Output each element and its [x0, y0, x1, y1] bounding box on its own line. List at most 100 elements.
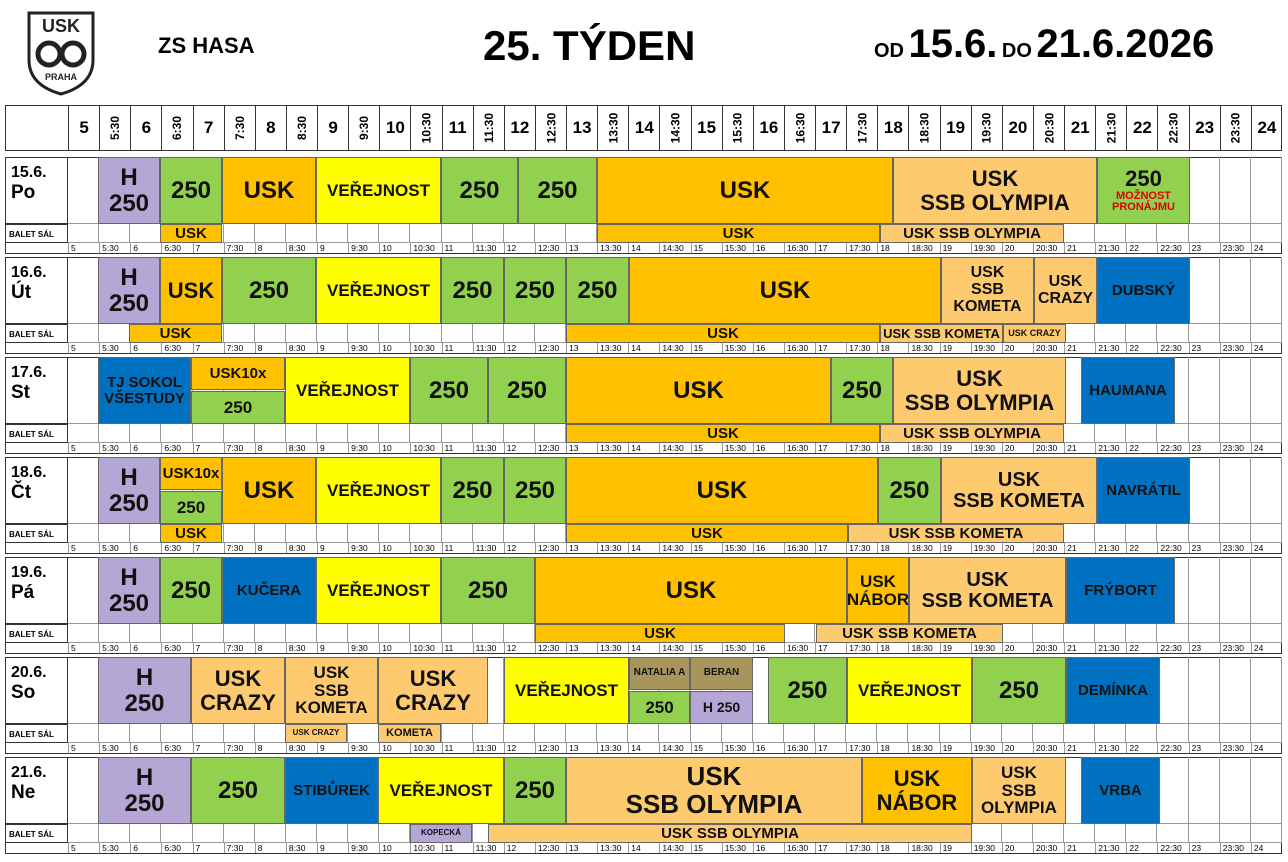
time-label: 19	[939, 343, 971, 353]
session-text: VEŘEJNOST	[327, 180, 430, 200]
time-label: 12:30	[534, 443, 566, 453]
session-block: 250	[160, 557, 222, 624]
time-label: 5:30	[99, 643, 130, 653]
session-block: USK CRAZY	[191, 657, 285, 724]
time-label: 21	[1064, 543, 1095, 553]
session-block: USK	[629, 257, 941, 324]
session-block: 250	[488, 357, 566, 424]
session-block: 250	[441, 157, 518, 224]
time-label: 21:30	[1095, 243, 1126, 253]
session-text: USK	[696, 476, 748, 504]
time-label: 22	[1126, 343, 1157, 353]
session-block: NATALIA A	[629, 657, 690, 690]
time-label: 13:30	[597, 643, 628, 653]
hour-label: 20:30	[1042, 112, 1057, 144]
grid-cell	[223, 824, 255, 843]
grid-cell	[254, 724, 286, 743]
session-text: USK	[970, 264, 1005, 282]
time-label: 24	[1250, 243, 1282, 253]
time-label: 7:30	[223, 743, 255, 753]
time-label: 15:30	[721, 543, 753, 553]
time-label: 16	[752, 443, 784, 453]
time-label: 16:30	[783, 843, 815, 853]
time-label: 11	[441, 643, 473, 653]
grid-cell	[1126, 424, 1158, 443]
time-label: 19	[939, 743, 971, 753]
hour-label: 17:30	[855, 112, 870, 144]
grid-cell	[970, 824, 1002, 843]
grid-cell	[815, 724, 847, 743]
balet-label: BALET SÁL	[5, 724, 68, 743]
hour-cell: 13	[566, 105, 597, 151]
time-label: 11:30	[472, 243, 504, 253]
time-label: 16:30	[783, 243, 815, 253]
session-block: HAUMANA	[1081, 357, 1175, 424]
session-block: USK SSB OLYMPIA	[972, 757, 1066, 824]
balet-label: BALET SÁL	[5, 824, 68, 843]
grid-cell	[68, 257, 100, 324]
time-label: 22	[1126, 643, 1157, 653]
time-label: 20	[1001, 243, 1033, 253]
time-label: 17:30	[846, 443, 877, 453]
hour-cell: 7:30	[223, 105, 255, 151]
time-label: 5	[68, 443, 99, 453]
balet-block: USK	[566, 424, 880, 443]
grid-cell	[68, 524, 100, 543]
session-block: USK SSB KOMETA	[941, 257, 1034, 324]
session-block: USK CRAZY	[378, 657, 488, 724]
time-label: 21:30	[1095, 543, 1126, 553]
hour-cell: 21:30	[1095, 105, 1126, 151]
hour-cell: 14:30	[659, 105, 690, 151]
time-label: 23:30	[1219, 843, 1251, 853]
grid-cell	[1219, 557, 1251, 624]
grid-cell	[130, 824, 162, 843]
time-label: 17:30	[846, 743, 877, 753]
session-block: VEŘEJNOST	[378, 757, 504, 824]
grid-cell	[846, 724, 878, 743]
session-block: 250	[504, 257, 566, 324]
balet-text: USK	[691, 524, 723, 542]
session-text: 250	[459, 176, 500, 204]
balet-text: USK	[175, 524, 207, 542]
grid-cell	[410, 424, 442, 443]
grid-cell	[1157, 324, 1189, 343]
time-label: 5:30	[99, 243, 130, 253]
grid-cell	[1250, 324, 1282, 343]
time-label: 7	[192, 743, 224, 753]
grid-cell	[130, 424, 162, 443]
hour-cell: 6:30	[161, 105, 192, 151]
session-text: 250	[223, 397, 253, 417]
time-label: 19	[939, 843, 971, 853]
hour-label: 24	[1257, 118, 1277, 137]
hour-label: 14:30	[668, 112, 683, 144]
time-label: 11:30	[472, 743, 504, 753]
time-label: 18	[877, 643, 908, 653]
time-label: 14	[628, 743, 659, 753]
time-label: 20	[1001, 643, 1033, 653]
grid-cell	[472, 624, 504, 643]
grid-cell	[1188, 524, 1220, 543]
hour-label: 10	[385, 118, 405, 137]
session-block: 250	[629, 691, 690, 724]
time-label: 13	[566, 743, 597, 753]
time-label: 9	[317, 843, 348, 853]
grid-cell	[99, 424, 131, 443]
session-text: USK	[893, 766, 941, 792]
time-label: 7:30	[223, 643, 255, 653]
grid-cell	[379, 224, 411, 243]
hour-cell: 10:30	[410, 105, 441, 151]
day-weekday: Čt	[11, 482, 32, 503]
session-text: USK	[1048, 272, 1083, 290]
hour-label: 19:30	[979, 112, 994, 144]
session-text: 250	[124, 689, 165, 717]
time-label: 12:30	[534, 343, 566, 353]
time-label: 11	[441, 543, 473, 553]
session-text: KOMETA	[953, 297, 1022, 315]
session-block: VEŘEJNOST	[316, 257, 441, 324]
time-label: 13	[566, 443, 597, 453]
grid-cell	[285, 424, 318, 443]
grid-cell	[68, 424, 100, 443]
grid-cell	[534, 324, 567, 343]
time-label: 16	[752, 643, 784, 653]
time-label: 19:30	[970, 243, 1002, 253]
